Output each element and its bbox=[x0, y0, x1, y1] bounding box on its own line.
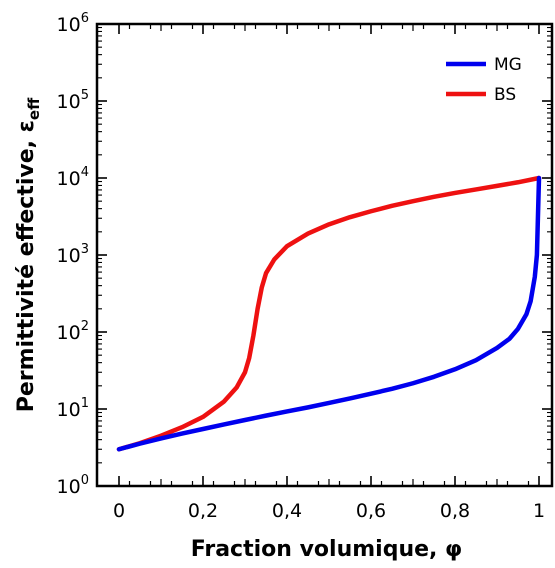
y-tick-base: 10 bbox=[57, 91, 81, 113]
y-tick-exponent: 2 bbox=[81, 319, 89, 334]
y-tick-label: 102 bbox=[57, 319, 89, 344]
plot-frame bbox=[95, 22, 554, 488]
x-axis-title: Fraction volumique, φ bbox=[191, 537, 463, 562]
y-tick-exponent: 1 bbox=[81, 396, 89, 411]
series-layer bbox=[116, 175, 542, 452]
x-tick-label: 0,8 bbox=[440, 500, 470, 522]
y-tick-exponent: 3 bbox=[81, 242, 89, 257]
x-tick-label: 0,6 bbox=[356, 500, 386, 522]
legend-label-bs: BS bbox=[494, 85, 516, 105]
y-tick-base: 10 bbox=[57, 476, 81, 498]
x-tick-label: 1 bbox=[533, 500, 545, 522]
y-tick-label: 103 bbox=[57, 242, 89, 267]
y-tick-label: 106 bbox=[57, 11, 89, 36]
series-line-bs bbox=[116, 175, 542, 452]
y-tick-label: 101 bbox=[57, 396, 89, 421]
series-line-mg bbox=[116, 175, 542, 452]
legend: MG BS bbox=[446, 55, 522, 105]
y-tick-base: 10 bbox=[57, 399, 81, 421]
y-tick-base: 10 bbox=[57, 245, 81, 267]
y-tick-exponent: 6 bbox=[81, 11, 89, 26]
y-axis-title: Permittivité effective, εeff bbox=[14, 97, 43, 412]
legend-label-mg: MG bbox=[494, 55, 522, 75]
x-tick-label: 0,4 bbox=[272, 500, 302, 522]
y-tick-exponent: 0 bbox=[81, 473, 89, 488]
y-tick-label: 100 bbox=[57, 473, 89, 498]
x-tick-label: 0,2 bbox=[188, 500, 218, 522]
y-tick-exponent: 5 bbox=[81, 88, 89, 103]
x-tick-label: 0 bbox=[113, 500, 125, 522]
y-axis-title-main: Permittivité effective, ε bbox=[14, 120, 39, 412]
y-axis-title-subscript: eff bbox=[25, 97, 43, 120]
y-tick-base: 10 bbox=[57, 168, 81, 190]
y-tick-base: 10 bbox=[57, 322, 81, 344]
y-tick-exponent: 4 bbox=[81, 165, 89, 180]
y-tick-label: 104 bbox=[57, 165, 89, 190]
y-tick-label: 105 bbox=[57, 88, 89, 113]
y-tick-base: 10 bbox=[57, 14, 81, 36]
